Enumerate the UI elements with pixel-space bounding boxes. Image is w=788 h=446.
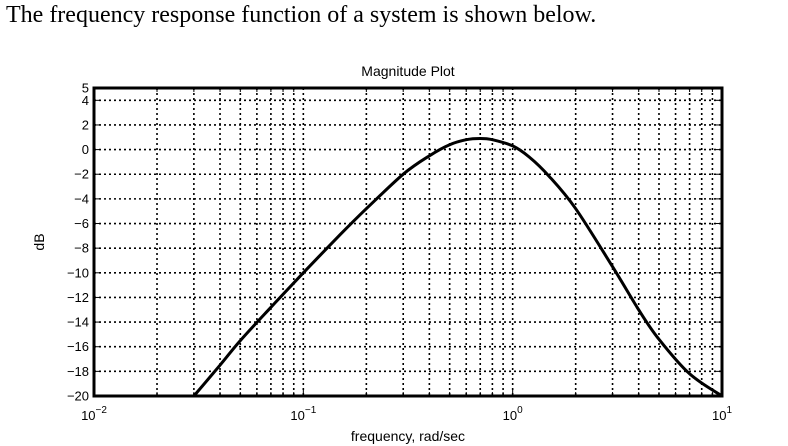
y-tick-label: −10	[67, 265, 89, 280]
axis-ticks: 10−2 10−1 100 101 54 2 0 −2 −4 −6 −8 −10 −12 −14 −16 −1…	[67, 81, 733, 424]
y-tick-label: −12	[67, 290, 89, 305]
y-tick-label: −8	[74, 241, 89, 256]
y-tick-label: 5	[82, 81, 89, 96]
y-tick-label: −20	[67, 389, 89, 404]
y-tick-label: −18	[67, 364, 89, 379]
y-tick-label: 0	[82, 142, 89, 157]
grid-lines	[94, 88, 722, 396]
x-tick-label: 100	[503, 405, 523, 423]
x-tick-label: 10−2	[81, 405, 107, 423]
question-text: The frequency response function of a sys…	[6, 2, 597, 28]
y-tick-label: 4	[82, 93, 89, 108]
magnitude-curve	[192, 137, 723, 398]
y-tick-label: −16	[67, 339, 89, 354]
y-axis-label: dB	[31, 233, 47, 250]
y-tick-label: 2	[82, 117, 89, 132]
y-tick-label: −4	[74, 191, 89, 206]
chart-title: Magnitude Plot	[361, 63, 455, 79]
plot-frame	[92, 86, 724, 398]
x-axis-label: frequency, rad/sec	[351, 428, 465, 444]
x-tick-label: 10−1	[290, 405, 316, 423]
y-tick-label: −6	[74, 216, 89, 231]
x-tick-label: 101	[712, 405, 732, 423]
y-tick-label: −2	[74, 167, 89, 182]
y-tick-label: −14	[67, 315, 89, 330]
